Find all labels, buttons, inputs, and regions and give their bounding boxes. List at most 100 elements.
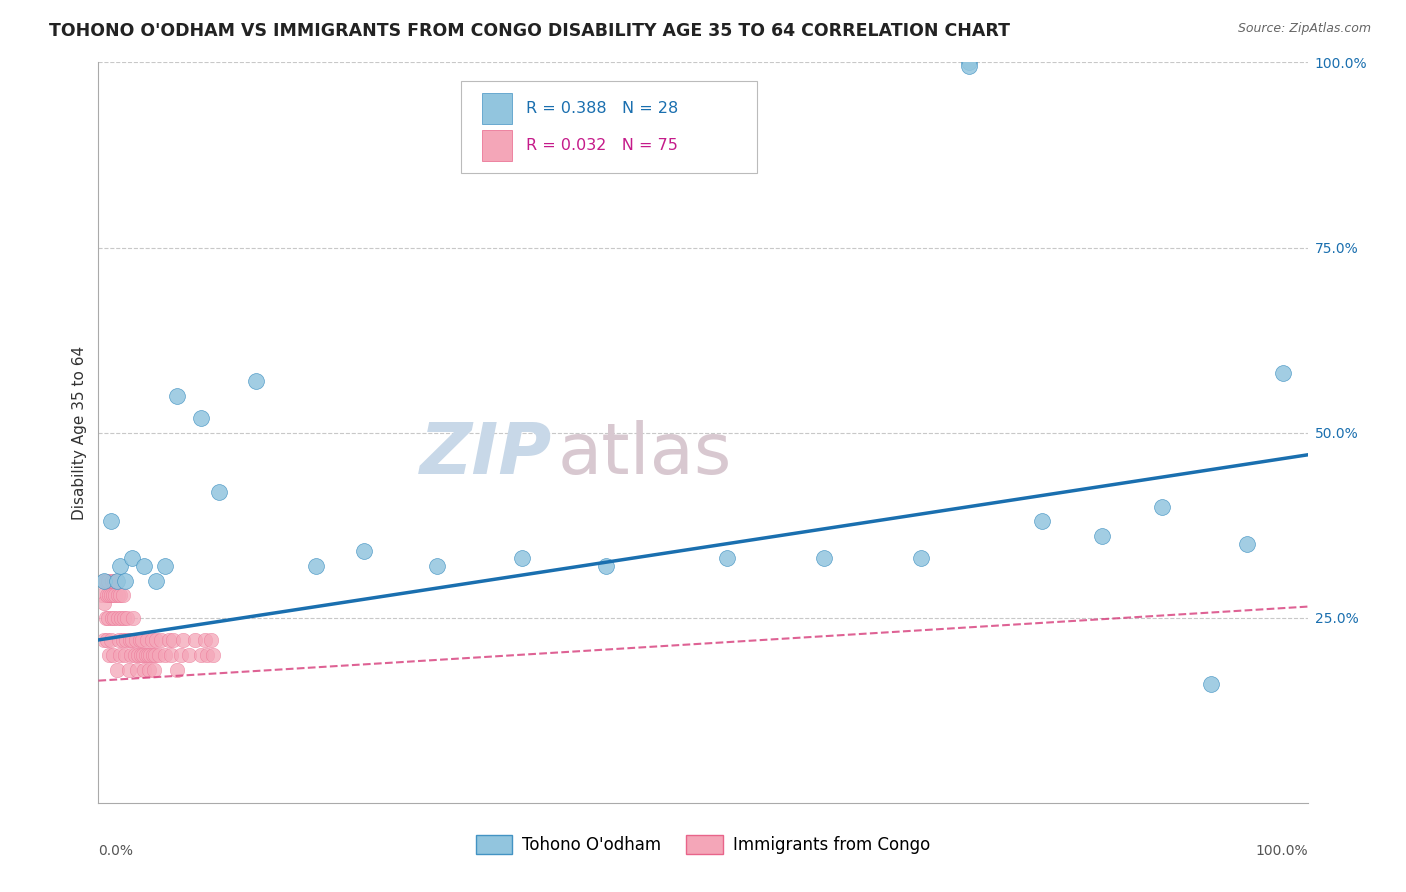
Point	[143, 648, 166, 662]
Point	[202, 648, 225, 662]
Point	[128, 632, 150, 647]
Legend: Tohono O'odham, Immigrants from Congo: Tohono O'odham, Immigrants from Congo	[470, 829, 936, 861]
FancyBboxPatch shape	[482, 93, 512, 124]
Point	[957, 59, 980, 73]
Point	[136, 648, 159, 662]
Point	[105, 663, 128, 677]
Text: Source: ZipAtlas.com: Source: ZipAtlas.com	[1237, 22, 1371, 36]
Point	[111, 589, 134, 603]
Point	[104, 589, 127, 603]
Point	[1031, 515, 1053, 529]
FancyBboxPatch shape	[461, 81, 758, 173]
Point	[153, 648, 176, 662]
Point	[166, 388, 188, 402]
Point	[108, 648, 131, 662]
Point	[200, 632, 222, 647]
Point	[96, 632, 118, 647]
Point	[127, 663, 149, 677]
Point	[426, 558, 449, 573]
Point	[111, 632, 134, 647]
Point	[143, 663, 166, 677]
Point	[179, 648, 201, 662]
Point	[105, 574, 128, 588]
Point	[96, 589, 118, 603]
Y-axis label: Disability Age 35 to 64: Disability Age 35 to 64	[72, 345, 87, 520]
Point	[118, 632, 141, 647]
Point	[1152, 500, 1174, 514]
Point	[1091, 529, 1114, 543]
Point	[595, 558, 617, 573]
Point	[195, 648, 218, 662]
Point	[100, 515, 122, 529]
Point	[101, 589, 124, 603]
Text: R = 0.388   N = 28: R = 0.388 N = 28	[526, 101, 679, 116]
Point	[120, 648, 142, 662]
Point	[93, 596, 115, 610]
Point	[813, 551, 835, 566]
Point	[153, 558, 176, 573]
Point	[1236, 536, 1258, 550]
Point	[97, 574, 120, 588]
Text: atlas: atlas	[558, 420, 733, 490]
Point	[108, 558, 131, 573]
Text: R = 0.032   N = 75: R = 0.032 N = 75	[526, 138, 678, 153]
Point	[132, 648, 155, 662]
Point	[208, 484, 231, 499]
Point	[148, 648, 170, 662]
Point	[110, 610, 132, 624]
Point	[98, 648, 121, 662]
Point	[115, 632, 138, 647]
Point	[122, 610, 145, 624]
Point	[124, 648, 146, 662]
Point	[194, 632, 217, 647]
Point	[107, 610, 129, 624]
Point	[93, 574, 115, 588]
Point	[103, 574, 125, 588]
Point	[139, 648, 162, 662]
Point	[114, 574, 136, 588]
Point	[190, 648, 212, 662]
Text: ZIP: ZIP	[419, 420, 551, 490]
Point	[172, 632, 194, 647]
Point	[117, 610, 139, 624]
Point	[107, 589, 129, 603]
Point	[166, 663, 188, 677]
Text: 100.0%: 100.0%	[1256, 844, 1308, 857]
FancyBboxPatch shape	[482, 130, 512, 161]
Point	[135, 648, 157, 662]
Point	[94, 610, 117, 624]
Point	[97, 610, 120, 624]
Point	[121, 551, 143, 566]
Point	[100, 589, 122, 603]
Point	[91, 589, 114, 603]
Point	[145, 632, 167, 647]
Point	[141, 632, 163, 647]
Point	[157, 632, 180, 647]
Point	[957, 55, 980, 70]
Point	[98, 589, 121, 603]
Point	[142, 648, 165, 662]
Point	[121, 632, 143, 647]
Point	[138, 663, 160, 677]
Point	[184, 632, 207, 647]
Point	[129, 648, 152, 662]
Point	[114, 648, 136, 662]
Point	[162, 632, 184, 647]
Point	[510, 551, 533, 566]
Point	[150, 632, 173, 647]
Point	[131, 632, 153, 647]
Point	[134, 558, 156, 573]
Point	[145, 574, 167, 588]
Point	[1272, 367, 1295, 381]
Point	[103, 610, 125, 624]
Text: 0.0%: 0.0%	[98, 844, 134, 857]
Point	[108, 589, 131, 603]
Point	[305, 558, 328, 573]
Point	[134, 663, 156, 677]
Point	[105, 574, 128, 588]
Point	[1199, 677, 1222, 691]
Point	[245, 374, 267, 388]
Point	[118, 663, 141, 677]
Point	[353, 544, 375, 558]
Point	[112, 610, 135, 624]
